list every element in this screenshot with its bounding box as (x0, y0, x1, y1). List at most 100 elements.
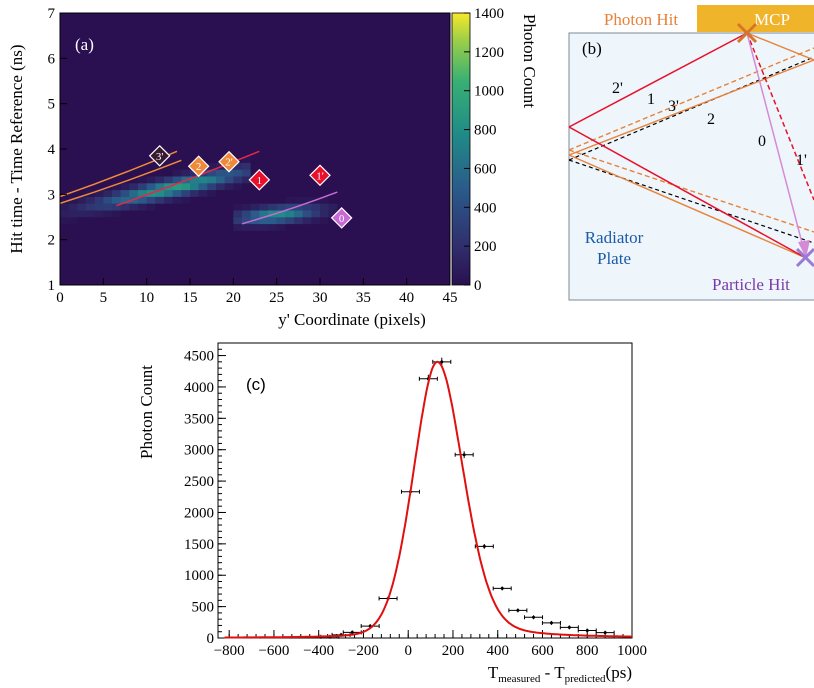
heatmap-cell (146, 101, 156, 109)
heatmap-cell (120, 142, 130, 150)
heatmap-cell (207, 155, 217, 163)
heatmap-cell (103, 47, 113, 55)
heatmap-cell (207, 183, 217, 191)
path-marker-label: 2' (225, 157, 233, 169)
heatmap-cell (328, 47, 338, 55)
heatmap-cell (250, 210, 260, 218)
heatmap-cell (320, 223, 329, 231)
heatmap-cell (242, 203, 251, 211)
heatmap-cell (190, 19, 199, 27)
heatmap-cell (164, 115, 173, 123)
heatmap-cell (190, 217, 199, 225)
heatmap-cell (363, 101, 373, 109)
heatmap-cell (164, 87, 173, 95)
heatmap-cell (120, 13, 130, 21)
plot-c-frame (217, 342, 633, 639)
heatmap-cell (346, 230, 355, 238)
heatmap-cell (190, 53, 199, 61)
x-tick-label: 800 (576, 643, 599, 659)
heatmap-cell (129, 81, 139, 89)
heatmap-cell (60, 271, 69, 279)
heatmap-cell (337, 149, 347, 157)
heatmap-cell (268, 169, 277, 177)
path-marker-2 (187, 155, 210, 178)
data-point (603, 631, 607, 635)
heatmap-cell (77, 47, 87, 55)
heatmap-cell (103, 128, 113, 136)
heatmap-cell (276, 155, 286, 163)
heatmap-cell (190, 60, 199, 68)
heatmap-cell (259, 74, 269, 82)
heatmap-cell (103, 189, 113, 197)
heatmap-cell (86, 223, 95, 231)
heatmap-cell (441, 237, 451, 245)
heatmap-cell (233, 74, 243, 82)
data-point (532, 615, 536, 619)
heatmap-cell (354, 176, 364, 184)
heatmap-cell (138, 135, 147, 143)
heatmap-cell (406, 176, 416, 184)
heatmap-cell (363, 203, 373, 211)
heatmap-cell (68, 155, 78, 163)
heatmap-cell (294, 13, 303, 21)
heatmap-cell (60, 142, 69, 150)
panel-b-label: (b) (582, 39, 602, 58)
heatmap-cell (328, 142, 338, 150)
heatmap-cell (328, 13, 338, 21)
path-marker-1 (248, 168, 271, 191)
heatmap-cell (172, 87, 182, 95)
heatmap-cell (242, 40, 251, 48)
heatmap-cell (164, 223, 173, 231)
heatmap-cell (311, 53, 321, 61)
heatmap-cell (337, 155, 347, 163)
heatmap-cell (120, 128, 130, 136)
heatmap-cell (216, 135, 225, 143)
heatmap-cell (68, 87, 78, 95)
heatmap-cell (112, 108, 121, 116)
heatmap-cell (432, 115, 442, 123)
heatmap-cell (112, 13, 121, 21)
heatmap-cell (181, 189, 191, 197)
heatmap-cell (138, 142, 147, 150)
heatmap-cell (242, 142, 251, 150)
heatmap-cell (146, 94, 156, 102)
heatmap-cell (328, 115, 338, 123)
heatmap-cell (138, 189, 147, 197)
heatmap-cell (138, 210, 147, 218)
heatmap-cell (328, 155, 338, 163)
heatmap-cell (129, 74, 139, 82)
heatmap-cell (190, 149, 199, 157)
heatmap-cell (363, 230, 373, 238)
heatmap-cell (302, 196, 312, 204)
particle-hit-x-icon (795, 247, 814, 268)
heatmap-cell (112, 169, 121, 177)
heatmap-cell (198, 135, 208, 143)
heatmap-cell (198, 33, 208, 41)
heatmap-cell (77, 230, 87, 238)
heatmap-cell (276, 40, 286, 48)
heatmap-cell (320, 217, 329, 225)
heatmap-cell (302, 162, 312, 170)
heatmap-cell (242, 237, 251, 245)
path-orange-top (746, 32, 814, 61)
heatmap-cell (181, 19, 191, 27)
heatmap-cell (250, 40, 260, 48)
heatmap-cell (216, 142, 225, 150)
heatmap-cell (94, 128, 104, 136)
heatmap-cell (172, 74, 182, 82)
heatmap-cell (294, 149, 303, 157)
heatmap-cell (398, 74, 407, 82)
heatmap-cell (424, 81, 433, 89)
heatmap-cell (198, 203, 208, 211)
heatmap-cell (268, 142, 277, 150)
heatmap-cell (276, 251, 286, 259)
heatmap-cell (207, 19, 217, 27)
heatmap-cell (224, 53, 234, 61)
x-tick-label: −400 (303, 643, 334, 659)
x-tick-label: 45 (443, 290, 458, 306)
heatmap-cell (294, 121, 303, 129)
heatmap-cell (68, 13, 78, 21)
heatmap-cell (259, 47, 269, 55)
heatmap-cell (268, 13, 277, 21)
heatmap-cell (276, 189, 286, 197)
